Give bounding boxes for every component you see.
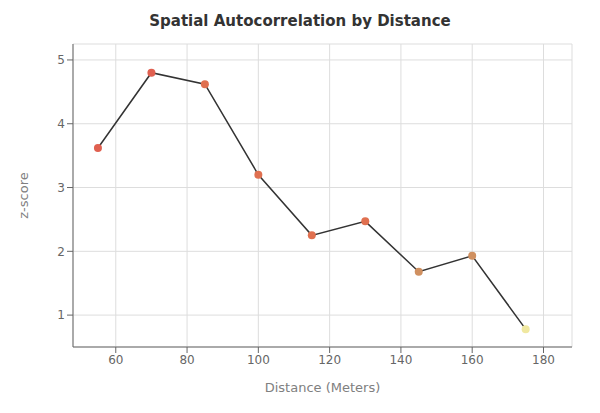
svg-text:180: 180 bbox=[532, 353, 555, 367]
svg-text:160: 160 bbox=[461, 353, 484, 367]
svg-text:4: 4 bbox=[57, 117, 65, 131]
svg-text:Distance (Meters): Distance (Meters) bbox=[265, 380, 381, 395]
svg-text:3: 3 bbox=[57, 181, 65, 195]
svg-text:1: 1 bbox=[57, 308, 65, 322]
svg-text:80: 80 bbox=[179, 353, 194, 367]
svg-text:140: 140 bbox=[389, 353, 412, 367]
svg-text:z-score: z-score bbox=[16, 172, 31, 218]
svg-text:2: 2 bbox=[57, 245, 65, 259]
html-text:Spatial Autocorrelation by Dis: Spatial Autocorrelation by Distance bbox=[149, 12, 451, 30]
svg-text:5: 5 bbox=[57, 53, 65, 67]
svg-text:120: 120 bbox=[318, 353, 341, 367]
svg-text:60: 60 bbox=[108, 353, 123, 367]
svg-text:100: 100 bbox=[247, 353, 270, 367]
